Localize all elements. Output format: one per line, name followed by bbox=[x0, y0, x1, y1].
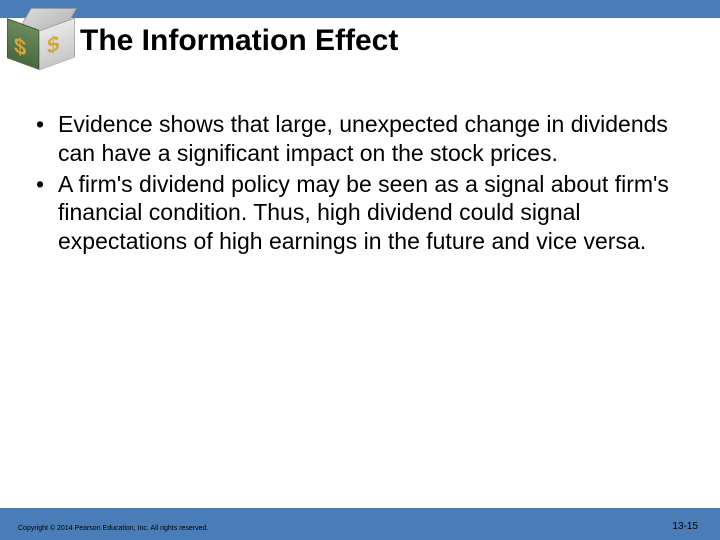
header-region: $ $ The Information Effect bbox=[0, 0, 720, 90]
page-number: 13-15 bbox=[672, 521, 698, 532]
bottom-accent-bar bbox=[0, 508, 720, 540]
bullet-item: A firm's dividend policy may be seen as … bbox=[30, 170, 690, 256]
slide-title: The Information Effect bbox=[80, 24, 398, 58]
content-area: Evidence shows that large, unexpected ch… bbox=[30, 110, 690, 258]
copyright-text: Copyright © 2014 Pearson Education, Inc.… bbox=[18, 525, 208, 532]
bullet-item: Evidence shows that large, unexpected ch… bbox=[30, 110, 690, 168]
top-accent-bar bbox=[0, 0, 720, 18]
cube-dollar-icon: $ $ bbox=[2, 6, 77, 76]
bullet-list: Evidence shows that large, unexpected ch… bbox=[30, 110, 690, 256]
